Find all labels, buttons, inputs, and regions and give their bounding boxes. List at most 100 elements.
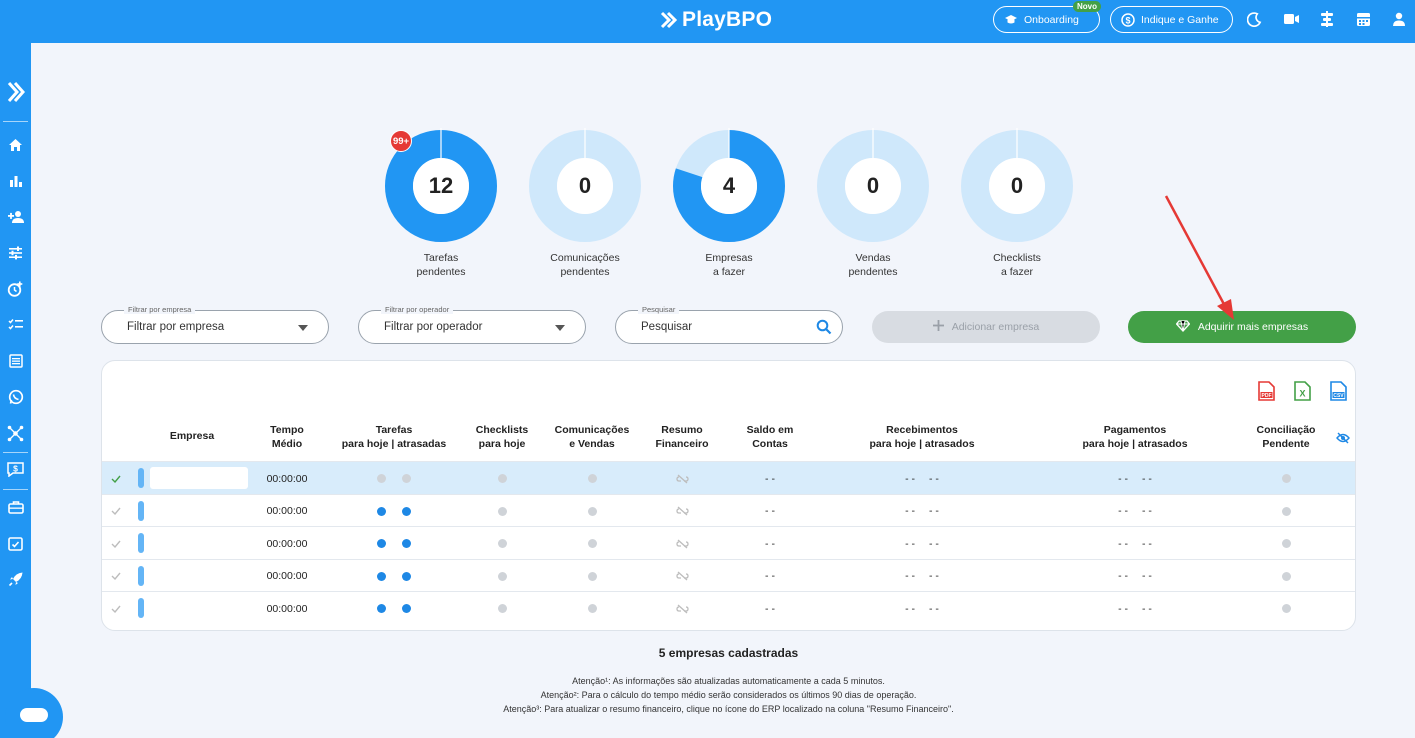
- comunicacoes-cell[interactable]: [547, 527, 637, 560]
- indique-ganhe-button[interactable]: $ Indique e Ganhe: [1110, 6, 1233, 33]
- conciliacao-cell[interactable]: [1245, 592, 1327, 625]
- bar-chart-icon[interactable]: [0, 169, 31, 193]
- chat-widget-button[interactable]: [5, 688, 63, 738]
- header-conciliacao[interactable]: Conciliação Pendente: [1256, 424, 1316, 450]
- checklists-cell[interactable]: [462, 592, 542, 625]
- checklists-cell[interactable]: [462, 462, 542, 495]
- check-icon[interactable]: [108, 495, 124, 528]
- table-row[interactable]: 00:00:00- -- -- -- -- -: [102, 558, 1355, 593]
- csv-export-icon[interactable]: CSV: [1330, 381, 1347, 401]
- expand-sidebar-icon[interactable]: [0, 80, 31, 104]
- onboarding-button[interactable]: Onboarding Novo: [993, 1, 1101, 33]
- tarefas-cell[interactable]: [334, 495, 454, 528]
- brand-logo[interactable]: PlayBPO: [660, 8, 772, 32]
- table-row[interactable]: 00:00:00- -- -- -- -- -: [102, 526, 1355, 560]
- calendar-check-icon[interactable]: [0, 531, 31, 555]
- add-empresa-button[interactable]: Adicionar empresa: [872, 311, 1100, 343]
- excel-export-icon[interactable]: X: [1294, 381, 1311, 401]
- table-row[interactable]: 00:00:00- -- -- -- -- -: [102, 591, 1355, 625]
- resumo-erp-icon[interactable]: [642, 592, 722, 625]
- conciliacao-cell[interactable]: [1245, 527, 1327, 560]
- tarefas-cell[interactable]: [334, 592, 454, 625]
- tarefas-cell[interactable]: [334, 462, 454, 495]
- buy-empresas-button[interactable]: Adquirir mais empresas: [1128, 311, 1356, 343]
- user-icon[interactable]: [1390, 10, 1408, 28]
- svg-text:$: $: [1125, 15, 1130, 25]
- search-value: Pesquisar: [641, 321, 693, 333]
- rocket-icon[interactable]: [0, 567, 31, 591]
- donut-card[interactable]: 4 Empresas a fazer: [669, 126, 789, 279]
- tarefas-hoje-dot: [377, 474, 386, 483]
- brand-name: PlayBPO: [682, 8, 773, 31]
- list-icon[interactable]: [0, 349, 31, 373]
- header-resumo[interactable]: Resumo Financeiro: [655, 424, 709, 450]
- tempo-cell: 00:00:00: [266, 537, 308, 550]
- check-icon[interactable]: [108, 527, 124, 560]
- search-input[interactable]: Pesquisar Pesquisar: [615, 305, 843, 344]
- pdf-export-icon[interactable]: PDF: [1258, 381, 1275, 401]
- header-recebimentos[interactable]: Recebimentos para hoje | atrasados: [869, 424, 975, 450]
- header-empresa[interactable]: Empresa: [169, 430, 215, 442]
- search-icon[interactable]: [816, 319, 832, 340]
- checklists-cell[interactable]: [462, 527, 542, 560]
- check-icon[interactable]: [108, 592, 124, 625]
- conciliacao-dot: [1281, 539, 1291, 548]
- donut-chart: [961, 128, 1073, 242]
- calendar-icon[interactable]: [1354, 10, 1372, 28]
- add-user-icon[interactable]: [0, 205, 31, 229]
- comunicacoes-cell[interactable]: [547, 560, 637, 593]
- whatsapp-icon[interactable]: [0, 385, 31, 409]
- comunicacoes-dot: [587, 474, 597, 483]
- checklist-icon[interactable]: [0, 313, 31, 337]
- donut-card[interactable]: 0 Checklists a fazer: [957, 126, 1077, 279]
- alarm-add-icon[interactable]: [0, 277, 31, 301]
- briefcase-icon[interactable]: [0, 495, 31, 519]
- resumo-erp-icon[interactable]: [642, 527, 722, 560]
- header-tempo[interactable]: Tempo Médio: [270, 424, 304, 450]
- empresa-name-cell[interactable]: [150, 467, 248, 489]
- tempo-cell: 00:00:00: [266, 570, 308, 582]
- conciliacao-dot: [1281, 604, 1291, 613]
- empresas-table: PDF X CSV Empresa Tempo Médio Tarefas para…: [101, 360, 1356, 631]
- tarefas-cell[interactable]: [334, 560, 454, 593]
- resumo-erp-icon[interactable]: [642, 495, 722, 528]
- conciliacao-cell[interactable]: [1245, 495, 1327, 528]
- table-row[interactable]: 00:00:00- -- -- -- -- -: [102, 493, 1355, 528]
- recebimentos-cell: - -- -: [905, 570, 939, 582]
- home-icon[interactable]: [0, 133, 31, 157]
- dark-mode-icon[interactable]: [1245, 10, 1263, 28]
- donut-card[interactable]: 12 Tarefas pendentes 99+: [381, 126, 501, 279]
- header-pagamentos[interactable]: Pagamentos para hoje | atrasados: [1082, 424, 1188, 450]
- checklists-cell[interactable]: [462, 495, 542, 528]
- tarefas-hoje-dot: [377, 506, 386, 516]
- filter-operador-select[interactable]: Filtrar por operador Filtrar por operado…: [358, 305, 586, 344]
- header-saldo[interactable]: Saldo em Contas: [746, 424, 794, 450]
- sitemap-icon[interactable]: [1318, 10, 1336, 28]
- resumo-erp-icon[interactable]: [642, 462, 722, 495]
- header-checklists[interactable]: Checklists para hoje: [475, 424, 529, 450]
- comunicacoes-cell[interactable]: [547, 592, 637, 625]
- resumo-erp-icon[interactable]: [642, 560, 722, 593]
- conciliacao-cell[interactable]: [1245, 462, 1327, 495]
- donut-card[interactable]: 0 Vendas pendentes: [813, 126, 933, 279]
- eye-off-icon[interactable]: [1336, 431, 1350, 449]
- sliders-icon[interactable]: [0, 241, 31, 265]
- network-icon[interactable]: [0, 421, 31, 445]
- check-icon[interactable]: [108, 560, 124, 593]
- tarefas-cell[interactable]: [334, 527, 454, 560]
- conciliacao-cell[interactable]: [1245, 560, 1327, 593]
- comunicacoes-dot: [587, 539, 597, 548]
- money-icon[interactable]: $: [0, 457, 31, 481]
- comunicacoes-cell[interactable]: [547, 495, 637, 528]
- header-tarefas[interactable]: Tarefas para hoje | atrasadas: [341, 424, 447, 450]
- table-row[interactable]: 00:00:00- -- -- -- -- -: [102, 461, 1355, 495]
- comunicacoes-cell[interactable]: [547, 462, 637, 495]
- header-comunicacoes[interactable]: Comunicações e Vendas: [554, 424, 630, 450]
- checklists-cell[interactable]: [462, 560, 542, 593]
- coin-icon: $: [1121, 12, 1135, 27]
- check-icon[interactable]: [108, 462, 124, 495]
- filter-empresa-select[interactable]: Filtrar por empresa Filtrar por empresa: [101, 305, 329, 344]
- brand-chevron-icon: [660, 11, 678, 29]
- donut-card[interactable]: 0 Comunicações pendentes: [525, 126, 645, 279]
- video-icon[interactable]: [1282, 10, 1300, 28]
